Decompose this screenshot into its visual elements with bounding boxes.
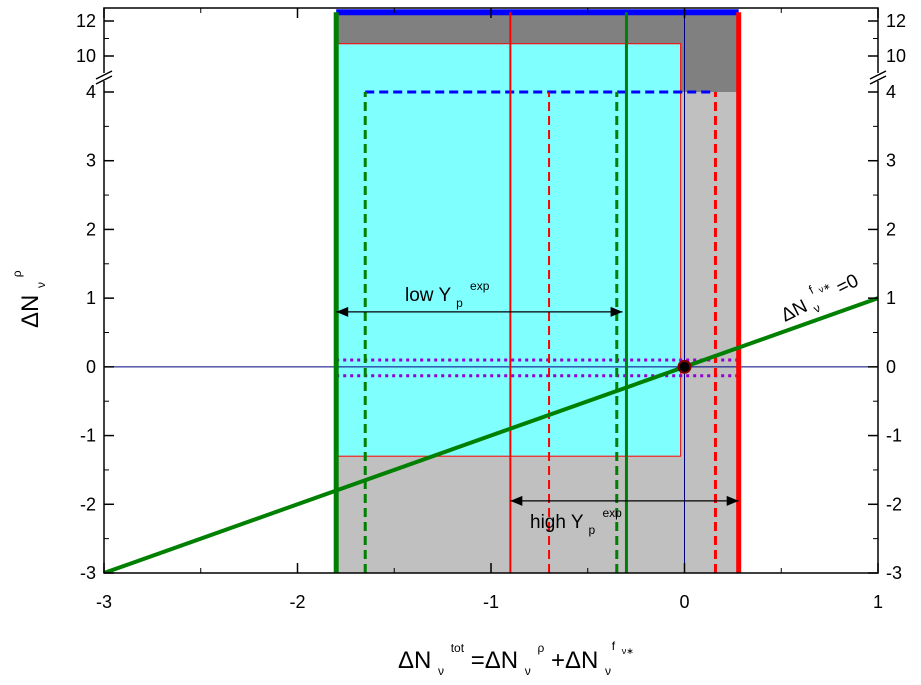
cyan-region — [335, 43, 682, 457]
svg-text:ΔN ν ρ: ΔN ν ρ — [10, 270, 51, 328]
y-tick-label: -2 — [80, 494, 96, 514]
x-axis-label: ΔN ν tot =ΔN ν ρ +ΔN ν f ν∗ — [398, 629, 634, 681]
origin-marker — [677, 359, 692, 374]
y-tick-label-right: -2 — [886, 494, 902, 514]
y-tick-label: 4 — [86, 82, 96, 102]
axis-break-mark — [869, 70, 887, 80]
y-tick-label-right: 12 — [886, 11, 906, 31]
y-tick-label: 10 — [76, 46, 96, 66]
y-tick-label-right: 3 — [886, 151, 896, 171]
y-tick-label-right: 1 — [886, 288, 896, 308]
x-tick-label: 0 — [679, 592, 689, 612]
diagonal-line — [104, 296, 878, 573]
x-tick-label: -1 — [483, 592, 499, 612]
y-tick-label-right: 2 — [886, 219, 896, 239]
high-arrow-head-right — [726, 495, 739, 506]
y-tick-label: 0 — [86, 357, 96, 377]
y-tick-label-right: 4 — [886, 82, 896, 102]
annotation-high: high Y p exp — [530, 506, 622, 539]
y-tick-label: 12 — [76, 11, 96, 31]
y-tick-label-right: 0 — [886, 357, 896, 377]
x-tick-label: -3 — [96, 592, 112, 612]
high-arrow-head-left — [510, 495, 523, 506]
lines-layer — [104, 9, 878, 573]
annotation-low: low Y p exp — [405, 279, 490, 312]
low-arrow-head-left — [336, 306, 349, 317]
axis-break-mark — [95, 75, 113, 85]
y-axis-label: ΔN ν ρ — [10, 270, 51, 328]
y-tick-label-right: 10 — [886, 46, 906, 66]
y-tick-label-right: -3 — [886, 563, 902, 583]
y-tick-label: 2 — [86, 219, 96, 239]
axis-break-mark — [869, 75, 887, 85]
x-tick-label: -2 — [289, 592, 305, 612]
low-arrow-head-right — [610, 306, 623, 317]
y-tick-label: 1 — [86, 288, 96, 308]
fill-layer — [335, 12, 739, 573]
y-tick-label: -1 — [80, 426, 96, 446]
y-tick-label: -3 — [80, 563, 96, 583]
x-tick-label: 1 — [873, 592, 883, 612]
axis-break-gap — [875, 73, 881, 81]
axis-break-gap — [101, 73, 107, 81]
y-tick-label-right: -1 — [886, 426, 902, 446]
y-tick-label: 3 — [86, 151, 96, 171]
axis-break-mark — [95, 70, 113, 80]
